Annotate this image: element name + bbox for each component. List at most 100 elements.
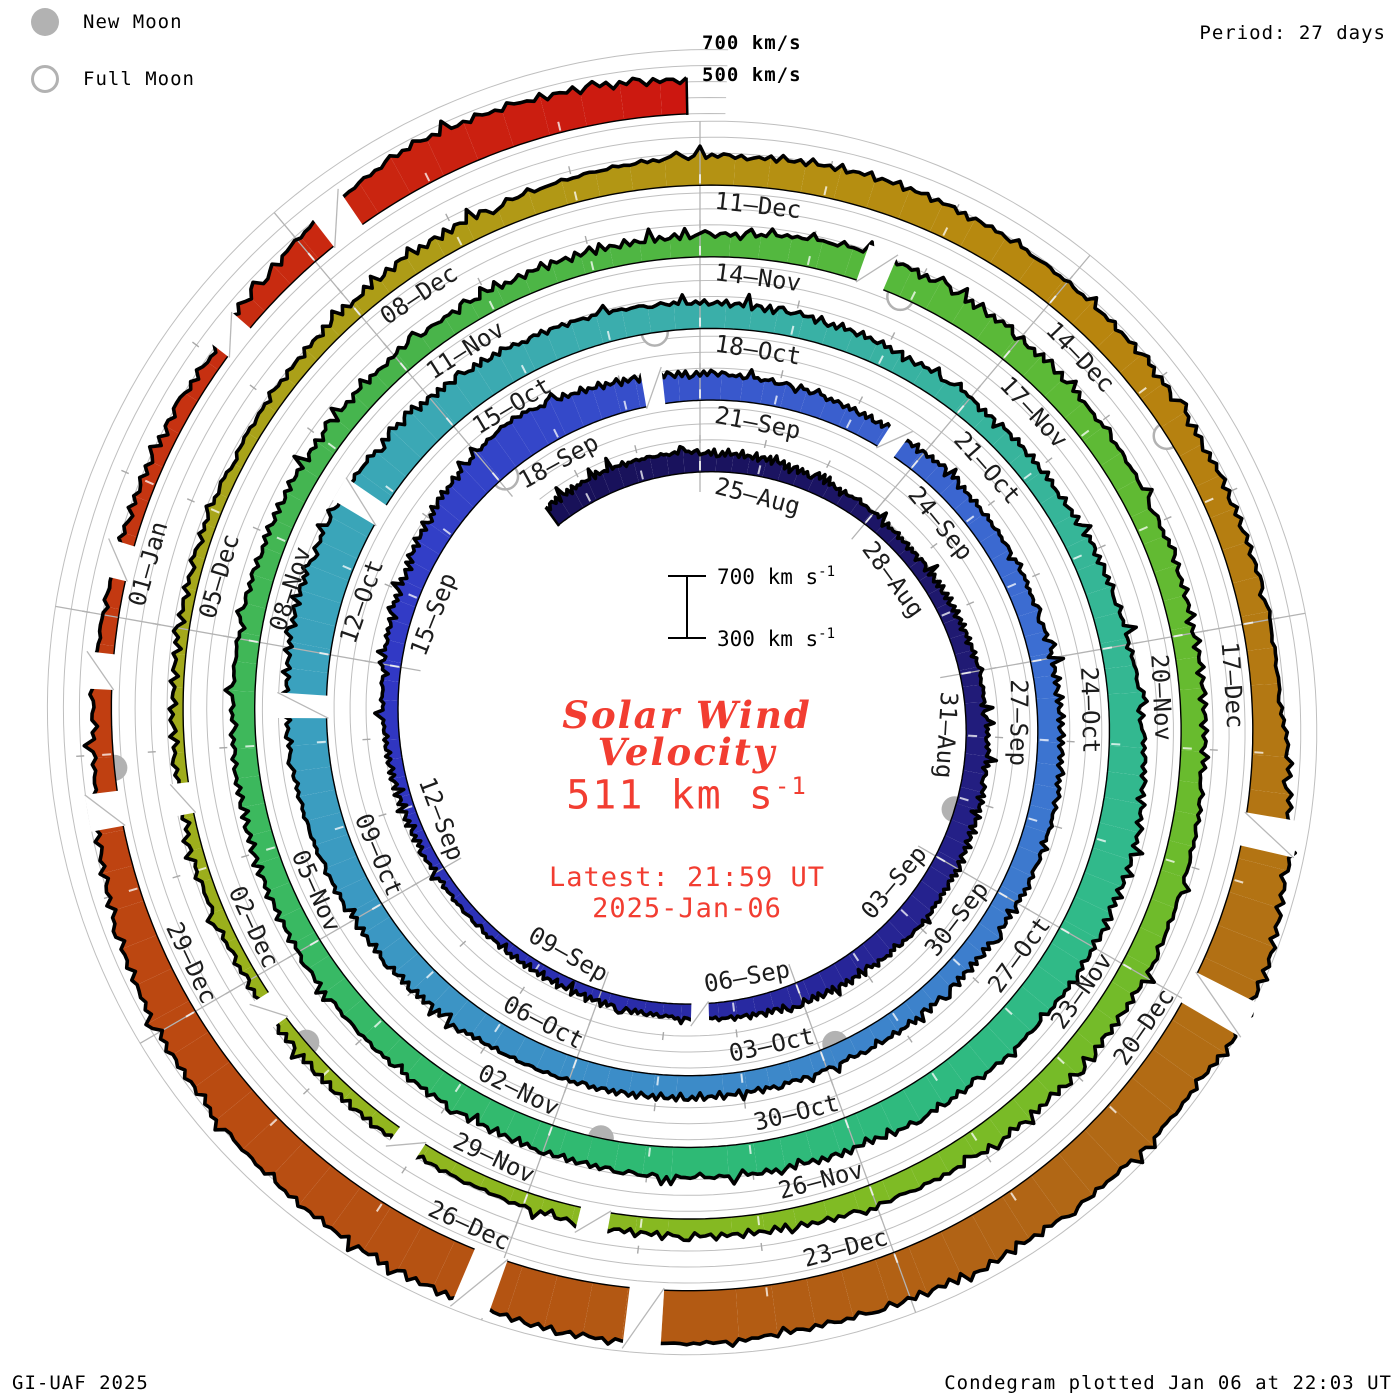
velocity-band-segment	[700, 1145, 729, 1179]
data-gap-slash	[277, 691, 329, 719]
day-tick	[401, 1166, 407, 1174]
velocity-band-segment	[477, 436, 517, 480]
baseline-day-tick	[865, 514, 873, 524]
day-tick	[653, 1103, 656, 1112]
velocity-band-segment	[617, 460, 639, 488]
baseline-day-tick	[656, 1076, 660, 1086]
velocity-band-segment	[506, 944, 529, 963]
baseline-day-tick	[456, 236, 463, 246]
velocity-band-segment	[829, 1037, 858, 1073]
velocity-band-segment	[236, 603, 267, 637]
velocity-band-segment	[1074, 872, 1123, 914]
baseline-day-tick	[852, 952, 860, 962]
velocity-band-segment	[978, 904, 1012, 939]
velocity-band-segment	[875, 1246, 928, 1307]
velocity-band-segment	[807, 472, 831, 498]
data-gap-slash	[249, 1003, 289, 1018]
day-tick	[459, 940, 467, 948]
velocity-band-segment	[583, 1282, 629, 1344]
velocity-band-segment	[293, 766, 336, 797]
velocity-band-segment	[226, 937, 253, 973]
velocity-band-segment	[218, 463, 243, 498]
velocity-band-segment	[184, 362, 219, 402]
baseline-day-tick	[424, 172, 431, 182]
velocity-band-segment	[1076, 562, 1114, 595]
velocity-band-segment	[306, 812, 349, 846]
velocity-band-segment	[823, 1191, 860, 1222]
velocity-band-segment	[233, 432, 259, 469]
velocity-band-segment	[973, 415, 1008, 446]
velocity-band-segment	[359, 451, 407, 497]
velocity-band-segment	[966, 922, 1002, 956]
baseline-day-tick	[806, 255, 811, 266]
spiral-date-label-31–Aug: 31–Aug	[930, 691, 963, 779]
data-gap-slash	[84, 794, 126, 827]
data-gap	[1180, 971, 1259, 1038]
velocity-band-segment	[123, 495, 149, 537]
velocity-band-segment	[780, 382, 808, 413]
baseline-day-tick	[442, 528, 452, 536]
baseline-day-tick	[210, 508, 220, 514]
legend-new-moon: New Moon	[31, 8, 183, 36]
velocity-band-segment	[928, 585, 952, 609]
velocity-band-segment	[250, 264, 291, 312]
full-moon-icon	[31, 65, 59, 93]
velocity-band-segment	[437, 485, 474, 523]
day-tick	[985, 1155, 992, 1163]
velocity-band-segment	[979, 530, 1010, 561]
velocity-band-segment	[242, 1117, 304, 1174]
velocity-band-segment	[183, 555, 206, 591]
velocity-band-segment	[173, 621, 191, 655]
day-tick	[172, 874, 181, 879]
velocity-band-segment	[1229, 858, 1289, 908]
velocity-band-segment	[215, 1090, 278, 1151]
velocity-band-segment	[505, 1111, 542, 1148]
velocity-band-segment	[613, 1141, 647, 1176]
band-end-cap	[685, 77, 689, 115]
velocity-band-segment	[629, 159, 667, 191]
velocity-band-segment	[1058, 1129, 1121, 1196]
legend-full-moon: Full Moon	[31, 65, 195, 93]
day-tick	[445, 213, 451, 222]
baseline-day-tick	[1102, 646, 1113, 650]
baseline-day-tick	[773, 395, 778, 405]
credit: GI-UAF 2025	[12, 1372, 149, 1394]
velocity-band-segment	[1107, 745, 1146, 776]
velocity-band-segment	[806, 1269, 854, 1327]
day-tick	[584, 235, 588, 244]
baseline-day-tick	[265, 846, 276, 851]
velocity-band-segment	[700, 300, 727, 329]
velocity-band-segment	[314, 420, 351, 455]
velocity-band-segment	[1018, 258, 1064, 302]
velocity-band-segment	[787, 233, 824, 269]
baseline-day-tick	[342, 564, 352, 571]
velocity-band-segment	[427, 1071, 468, 1114]
velocity-band-segment	[875, 920, 907, 951]
data-gap-slash	[855, 254, 899, 283]
velocity-band-segment	[938, 835, 971, 862]
day-tick	[890, 332, 896, 340]
spiral-date-label-27–Sep: 27–Sep	[1004, 679, 1033, 766]
velocity-band-segment	[444, 300, 480, 335]
baseline-day-tick	[606, 330, 611, 341]
velocity-band-segment	[406, 237, 446, 274]
velocity-band-segment	[342, 1090, 377, 1119]
baseline-day-tick	[1234, 879, 1244, 884]
velocity-band-segment	[887, 533, 909, 556]
baseline-day-tick	[961, 671, 971, 675]
baseline-day-tick	[900, 909, 909, 917]
baseline-day-tick	[941, 611, 951, 617]
baseline-day-tick	[1023, 472, 1032, 480]
data-gap-slash	[574, 1210, 612, 1233]
day-tick	[972, 976, 980, 984]
velocity-band-segment	[1252, 720, 1289, 757]
velocity-band-segment	[308, 541, 358, 581]
day-tick	[867, 975, 874, 983]
baseline-day-tick	[1165, 858, 1175, 864]
velocity-band-segment	[773, 307, 804, 339]
velocity-band-segment	[543, 1275, 593, 1338]
velocity-band-segment	[1154, 564, 1188, 602]
scalebar-top-label: 700 km s-1	[717, 564, 836, 589]
baseline-day-tick	[957, 405, 965, 414]
velocity-band-segment	[753, 1137, 786, 1175]
